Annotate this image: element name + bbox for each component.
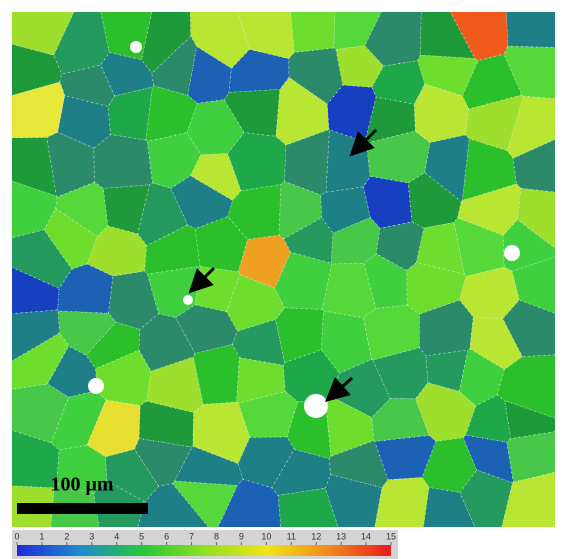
tick-label: 11 [287, 531, 296, 541]
page: 100 μm 0123456789101112131415 (() => { c… [0, 0, 568, 559]
tick-label: 4 [114, 531, 119, 541]
void [183, 295, 193, 305]
grain [0, 82, 65, 138]
scale-bar [17, 503, 148, 514]
grain-map [0, 0, 568, 540]
tick-label: 7 [189, 531, 194, 541]
grain [94, 135, 153, 189]
void [88, 378, 104, 394]
tick-label: 9 [239, 531, 244, 541]
tick-label: 0 [14, 531, 19, 541]
tick-label: 5 [139, 531, 144, 541]
tick-label: 1 [39, 531, 44, 541]
tick-label: 13 [336, 531, 346, 541]
tick-label: 3 [89, 531, 94, 541]
tick-label: 15 [386, 531, 396, 541]
void [130, 41, 142, 53]
tick-label: 14 [361, 531, 371, 541]
tick-label: 6 [164, 531, 169, 541]
scale-bar-label: 100 μm [51, 474, 114, 496]
tick-label: 10 [261, 531, 271, 541]
void [504, 245, 520, 261]
void [304, 394, 328, 418]
tick-label: 2 [64, 531, 69, 541]
grain [506, 0, 568, 48]
tick-label: 12 [311, 531, 321, 541]
tick-label: 8 [214, 531, 219, 541]
grain [289, 0, 335, 52]
colorbar [17, 545, 391, 556]
figure: 100 μm 0123456789101112131415 [0, 0, 568, 559]
